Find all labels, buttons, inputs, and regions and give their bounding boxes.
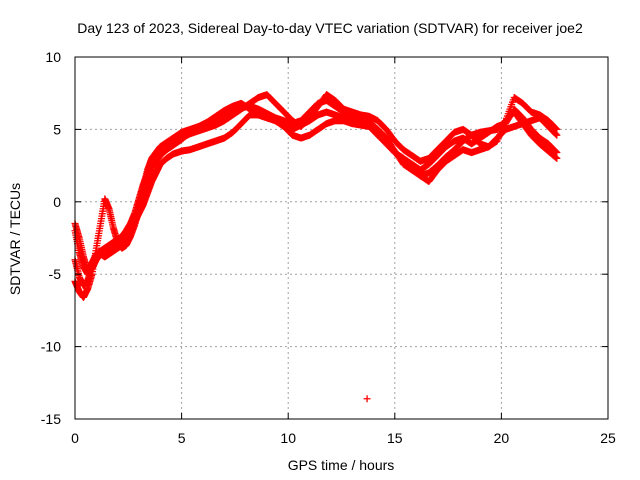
- x-tick-label: 15: [387, 430, 403, 446]
- plot-frame: [74, 56, 609, 420]
- chart-title: Day 123 of 2023, Sidereal Day-to-day VTE…: [77, 20, 583, 36]
- x-tick-label: 5: [178, 430, 186, 446]
- y-tick-label: -15: [41, 411, 61, 427]
- y-tick-labels: -15 -10 -5 0 5 10: [41, 49, 61, 427]
- series-band-4: [71, 99, 561, 290]
- x-tick-label: 10: [280, 430, 296, 446]
- x-tick-label: 25: [600, 430, 616, 446]
- data-point: [363, 395, 371, 403]
- y-tick-label: -5: [49, 266, 62, 282]
- data-point: [552, 148, 560, 156]
- data-point: [553, 125, 561, 133]
- y-axis-label: SDTVAR / TECUs: [7, 183, 23, 295]
- x-axis-label: GPS time / hours: [288, 457, 395, 473]
- series-outlier: [363, 395, 371, 403]
- data-point: [552, 154, 560, 162]
- data-point: [553, 149, 561, 157]
- y-tick-label: 10: [45, 49, 61, 65]
- y-tick-label: 5: [53, 121, 61, 137]
- y-tick-label: -10: [41, 339, 61, 355]
- data-point: [552, 125, 560, 133]
- axis-ticks: [74, 56, 609, 420]
- x-tick-label: 20: [494, 430, 510, 446]
- x-tick-label: 0: [71, 430, 79, 446]
- data-points: [71, 91, 561, 403]
- x-tick-labels: 0 5 10 15 20 25: [71, 430, 616, 446]
- y-tick-label: 0: [53, 194, 61, 210]
